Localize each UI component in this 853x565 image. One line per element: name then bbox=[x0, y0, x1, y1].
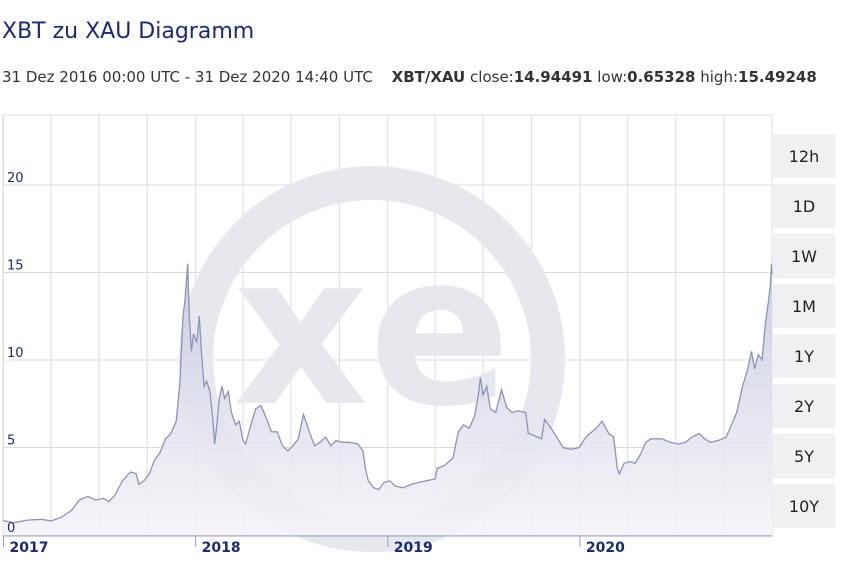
x-tick-label: 2020 bbox=[586, 540, 625, 556]
close-label: close: bbox=[470, 68, 514, 86]
close-value: 14.94491 bbox=[513, 68, 593, 86]
x-tick-label: 2017 bbox=[10, 540, 49, 556]
price-chart[interactable]: xe 0 5 10 15 20 2017 2018 2019 2020 bbox=[0, 113, 853, 565]
chart-subtitle: 31 Dez 2016 00:00 UTC - 31 Dez 2020 14:4… bbox=[2, 68, 817, 86]
low-label: low: bbox=[597, 68, 628, 86]
y-tick-label: 10 bbox=[7, 346, 24, 361]
low-value: 0.65328 bbox=[627, 68, 696, 86]
chart-axes: 0 5 10 15 20 2017 2018 2019 2020 bbox=[3, 171, 772, 556]
currency-pair: XBT/XAU bbox=[391, 68, 466, 86]
range-button-1m[interactable]: 1M bbox=[773, 284, 835, 328]
page-title: XBT zu XAU Diagramm bbox=[2, 19, 255, 44]
y-tick-label: 0 bbox=[7, 521, 15, 536]
x-tick-label: 2018 bbox=[202, 540, 241, 556]
date-range: 31 Dez 2016 00:00 UTC - 31 Dez 2020 14:4… bbox=[2, 68, 373, 86]
y-tick-label: 15 bbox=[7, 259, 24, 274]
range-selector: 12h 1D 1W 1M 1Y 2Y 5Y 10Y bbox=[773, 134, 835, 534]
range-button-1w[interactable]: 1W bbox=[773, 234, 835, 278]
high-value: 15.49248 bbox=[738, 68, 817, 86]
series-line bbox=[2, 263, 773, 524]
range-button-12h[interactable]: 12h bbox=[773, 134, 835, 178]
range-button-1y[interactable]: 1Y bbox=[773, 334, 835, 378]
range-button-10y[interactable]: 10Y bbox=[773, 484, 835, 528]
y-tick-label: 5 bbox=[7, 434, 15, 449]
series-area bbox=[3, 263, 772, 535]
range-button-2y[interactable]: 2Y bbox=[773, 384, 835, 428]
x-tick-label: 2019 bbox=[394, 540, 433, 556]
range-button-5y[interactable]: 5Y bbox=[773, 434, 835, 478]
high-label: high: bbox=[700, 68, 739, 86]
y-tick-label: 20 bbox=[7, 171, 24, 186]
xe-logo-icon: xe bbox=[179, 166, 565, 552]
svg-text:xe: xe bbox=[233, 208, 511, 453]
range-button-1d[interactable]: 1D bbox=[773, 184, 835, 228]
